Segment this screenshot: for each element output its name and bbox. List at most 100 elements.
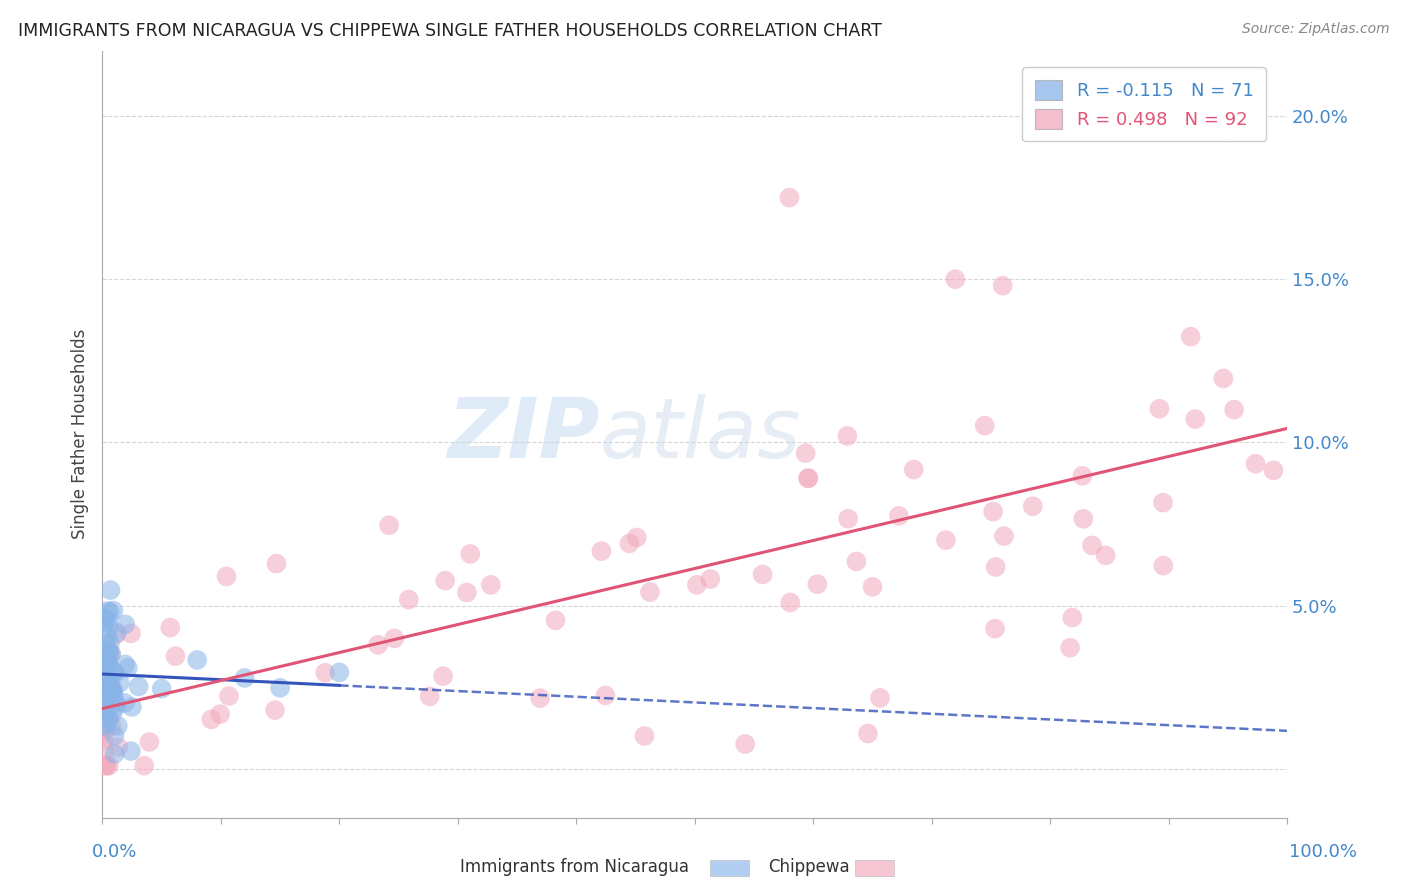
Point — [91, 681, 114, 696]
Point — [97, 656, 120, 670]
Point — [94, 717, 117, 731]
Point — [887, 508, 910, 523]
Point — [138, 735, 160, 749]
Point — [845, 554, 868, 568]
Point — [114, 657, 136, 672]
Point — [94, 693, 117, 707]
Point — [98, 713, 121, 727]
Point — [91, 673, 114, 688]
Point — [91, 672, 114, 686]
Point — [479, 578, 502, 592]
Point — [973, 418, 995, 433]
Text: 100.0%: 100.0% — [1289, 843, 1357, 861]
Point — [186, 653, 208, 667]
Point — [862, 580, 884, 594]
Point — [98, 605, 121, 619]
Point — [94, 704, 117, 718]
Point — [266, 557, 288, 571]
Point — [93, 719, 115, 733]
Point — [107, 719, 129, 733]
Point — [806, 577, 828, 591]
Point — [93, 706, 115, 721]
Point — [165, 649, 187, 664]
Point — [159, 621, 181, 635]
Point — [686, 578, 709, 592]
Point — [96, 612, 118, 626]
Point — [200, 712, 222, 726]
Point — [93, 726, 115, 740]
Point — [96, 758, 118, 772]
Point — [619, 536, 641, 550]
Point — [96, 758, 118, 772]
Point — [794, 446, 817, 460]
Point — [382, 632, 405, 646]
Point — [903, 462, 925, 476]
Point — [101, 706, 124, 720]
Point — [93, 615, 115, 629]
Point — [215, 569, 238, 583]
Point — [100, 679, 122, 693]
Point — [120, 626, 142, 640]
Point — [93, 611, 115, 625]
Point — [96, 649, 118, 664]
Point — [209, 707, 232, 722]
Point — [103, 689, 125, 703]
Point — [233, 671, 256, 685]
Point — [91, 732, 114, 747]
Point — [1062, 610, 1084, 624]
Point — [544, 613, 567, 627]
Point — [591, 544, 613, 558]
Point — [432, 669, 454, 683]
Point — [104, 666, 127, 681]
Point — [150, 681, 173, 696]
Point — [751, 567, 773, 582]
Point — [97, 686, 120, 700]
Point — [797, 471, 820, 485]
Point — [419, 690, 441, 704]
Point — [1263, 463, 1285, 477]
Point — [314, 665, 336, 680]
Point — [121, 700, 143, 714]
Point — [218, 689, 240, 703]
Point — [94, 681, 117, 696]
Point — [94, 722, 117, 736]
Point — [114, 696, 136, 710]
Point — [398, 592, 420, 607]
Point — [991, 278, 1014, 293]
Text: 0.0%: 0.0% — [91, 843, 136, 861]
Point — [98, 686, 121, 700]
Text: IMMIGRANTS FROM NICARAGUA VS CHIPPEWA SINGLE FATHER HOUSEHOLDS CORRELATION CHART: IMMIGRANTS FROM NICARAGUA VS CHIPPEWA SI… — [18, 22, 882, 40]
Point — [837, 512, 859, 526]
Point — [943, 272, 966, 286]
Point — [626, 531, 648, 545]
Point — [1022, 500, 1045, 514]
Point — [1244, 457, 1267, 471]
Point — [1059, 640, 1081, 655]
Point — [638, 585, 661, 599]
Legend: R = -0.115   N = 71, R = 0.498   N = 92: R = -0.115 N = 71, R = 0.498 N = 92 — [1022, 68, 1265, 142]
Point — [94, 665, 117, 680]
Point — [97, 709, 120, 723]
Point — [1071, 468, 1094, 483]
Point — [100, 719, 122, 733]
Point — [1180, 329, 1202, 343]
Point — [869, 690, 891, 705]
Text: ZIP: ZIP — [447, 393, 600, 475]
Point — [797, 471, 820, 485]
Point — [98, 671, 121, 685]
Point — [779, 595, 801, 609]
Point — [97, 684, 120, 698]
Point — [1223, 402, 1246, 417]
Point — [103, 665, 125, 679]
Point — [105, 698, 128, 713]
Point — [105, 625, 128, 640]
Point — [98, 659, 121, 673]
Point — [97, 645, 120, 659]
Point — [633, 729, 655, 743]
Point — [1152, 558, 1174, 573]
Point — [96, 657, 118, 671]
Point — [101, 683, 124, 698]
Point — [93, 612, 115, 626]
Point — [458, 547, 481, 561]
Point — [97, 711, 120, 725]
